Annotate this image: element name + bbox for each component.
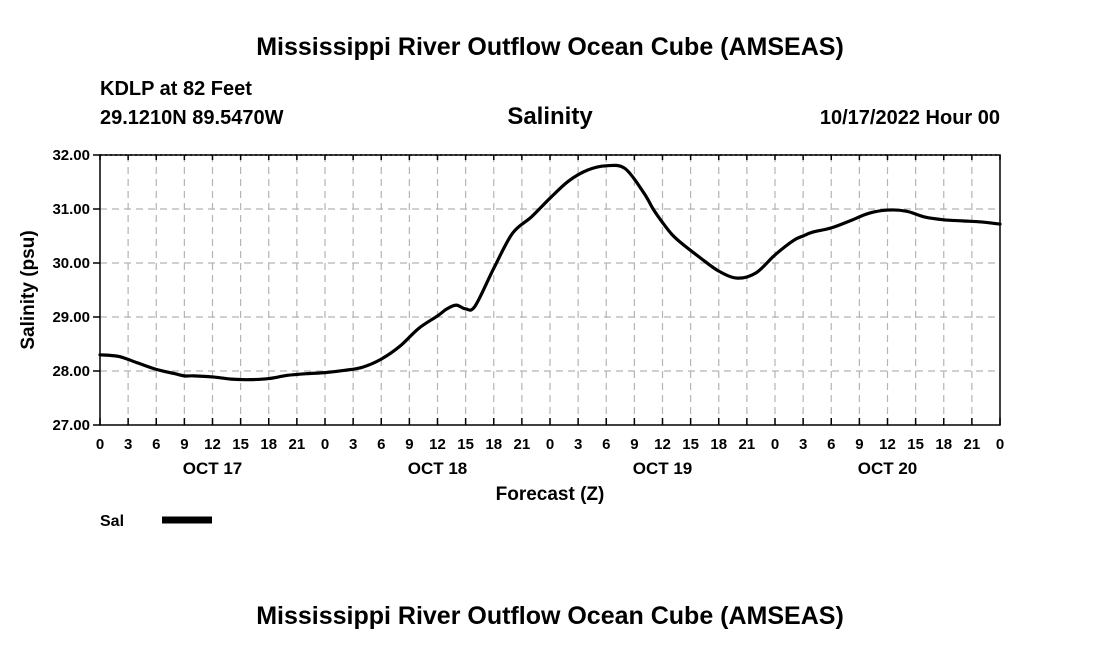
x-tick-label: 9 — [405, 436, 413, 453]
x-axis-label: Forecast (Z) — [496, 484, 605, 505]
y-axis-label: Salinity (psu) — [18, 230, 39, 349]
station-coordinates: 29.1210N 89.5470W — [100, 107, 284, 129]
x-tick-label: 18 — [710, 436, 727, 453]
series-line-sal — [98, 163, 1002, 382]
x-tick-label: 15 — [682, 436, 699, 453]
page-title: Mississippi River Outflow Ocean Cube (AM… — [256, 33, 844, 61]
day-label: OCT 19 — [633, 459, 693, 478]
x-tick-label: 12 — [429, 436, 446, 453]
x-tick-label: 0 — [546, 436, 554, 453]
x-tick-label: 21 — [964, 436, 981, 453]
x-tick-label: 9 — [180, 436, 188, 453]
x-tick-label: 6 — [602, 436, 610, 453]
run-time: 10/17/2022 Hour 00 — [820, 107, 1000, 129]
x-tick-label: 0 — [321, 436, 329, 453]
x-tick-label: 15 — [232, 436, 249, 453]
chart-title: Salinity — [507, 103, 593, 130]
x-tick-label: 0 — [996, 436, 1004, 453]
series-group — [98, 163, 1002, 382]
x-tick-label: 21 — [289, 436, 306, 453]
x-axis-ticks: 0 3 6 9 12 15 18 21 0 3 6 9 12 15 18 21 0 3 6 9 12 15 18 21 0 3 6 9… — [96, 155, 1004, 453]
station-name: KDLP at 82 Feet — [100, 78, 252, 100]
x-tick-label: 9 — [855, 436, 863, 453]
day-label: OCT 17 — [183, 459, 243, 478]
x-tick-label: 6 — [827, 436, 835, 453]
x-tick-label: 12 — [204, 436, 221, 453]
x-tick-label: 12 — [879, 436, 896, 453]
x-tick-label: 21 — [514, 436, 531, 453]
day-label: OCT 20 — [858, 459, 918, 478]
x-tick-label: 3 — [349, 436, 357, 453]
grid-lines — [100, 155, 1000, 425]
x-tick-label: 18 — [485, 436, 502, 453]
x-tick-label: 3 — [574, 436, 582, 453]
x-tick-label: 15 — [907, 436, 924, 453]
day-labels: OCT 17 OCT 18 OCT 19 OCT 20 — [183, 459, 918, 478]
y-tick-label: 29.00 — [52, 309, 90, 326]
x-tick-label: 21 — [739, 436, 756, 453]
x-tick-label: 9 — [630, 436, 638, 453]
y-axis-ticks: 27.00 28.00 29.00 30.00 31.00 32.00 — [52, 147, 100, 434]
legend: Sal — [100, 513, 212, 530]
x-tick-label: 12 — [654, 436, 671, 453]
footer-title: Mississippi River Outflow Ocean Cube (AM… — [256, 602, 844, 630]
y-tick-label: 30.00 — [52, 255, 90, 272]
x-tick-label: 18 — [260, 436, 277, 453]
x-tick-label: 6 — [377, 436, 385, 453]
x-tick-label: 15 — [457, 436, 474, 453]
x-tick-label: 0 — [96, 436, 104, 453]
x-tick-label: 6 — [152, 436, 160, 453]
x-tick-label: 3 — [124, 436, 132, 453]
y-tick-label: 32.00 — [52, 147, 90, 164]
y-tick-label: 27.00 — [52, 417, 90, 434]
y-tick-label: 28.00 — [52, 363, 90, 380]
x-tick-label: 18 — [935, 436, 952, 453]
x-tick-label: 3 — [799, 436, 807, 453]
y-tick-label: 31.00 — [52, 201, 90, 218]
legend-label-sal: Sal — [100, 513, 124, 530]
x-tick-label: 0 — [771, 436, 779, 453]
day-label: OCT 18 — [408, 459, 468, 478]
